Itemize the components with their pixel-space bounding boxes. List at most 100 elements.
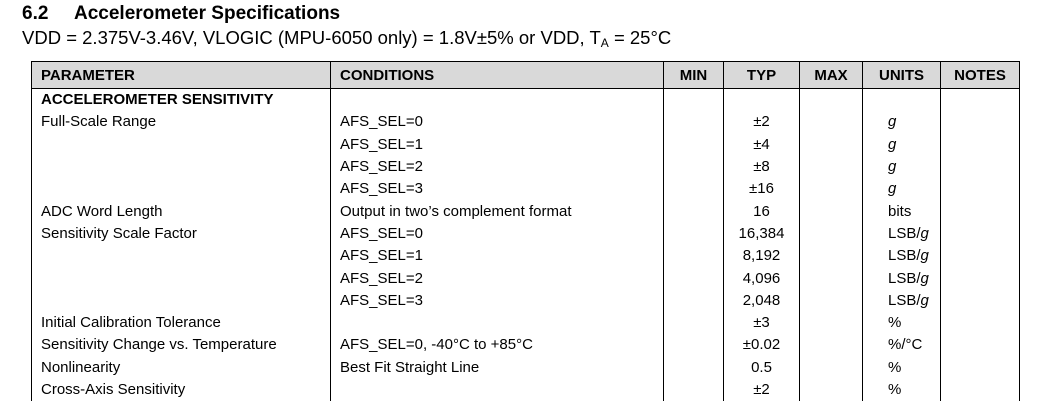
empty-cell	[940, 88, 1020, 112]
cell-conditions: Best Fit Straight Line	[330, 356, 664, 379]
unit-text: LSB/	[888, 291, 921, 309]
header-min: MIN	[663, 61, 724, 89]
cell-units: LSB/g	[862, 222, 941, 246]
cell-notes	[940, 200, 1020, 223]
cell-conditions: AFS_SEL=0	[330, 111, 664, 134]
cell-min	[663, 289, 724, 312]
cell-typ: ±0.02	[723, 334, 800, 357]
cell-max	[799, 111, 863, 134]
cell-max	[799, 289, 863, 312]
cell-conditions	[330, 311, 664, 335]
cell-typ: 16,384	[723, 222, 800, 246]
cell-conditions: AFS_SEL=2	[330, 155, 664, 179]
cell-typ: ±8	[723, 155, 800, 179]
cell-notes	[940, 155, 1020, 179]
table-row: Nonlinearity Best Fit Straight Line 0.5%	[31, 356, 1020, 379]
table-row: AFS_SEL=1 8,192 LSB/g	[31, 245, 1020, 268]
cell-parameter	[31, 267, 331, 290]
cell-conditions: AFS_SEL=3	[330, 178, 664, 201]
cell-max	[799, 356, 863, 379]
cell-conditions: Output in two’s complement format	[330, 200, 664, 223]
unit-text: %	[888, 381, 902, 398]
header-conditions: CONDITIONS	[330, 61, 664, 89]
table-row: Initial Calibration Tolerance ±3%	[31, 311, 1020, 335]
cell-max	[799, 334, 863, 357]
table-row: AFS_SEL=3 ±16 g	[31, 178, 1020, 201]
cell-parameter: Sensitivity Change vs. Temperature	[31, 334, 331, 357]
cell-parameter: ADC Word Length	[31, 200, 331, 223]
cell-units: LSB/g	[862, 267, 941, 290]
unit-text: LSB/	[888, 224, 921, 242]
cell-parameter: Sensitivity Scale Factor	[31, 222, 331, 246]
cell-units: %/°C	[862, 334, 941, 357]
table-row: Sensitivity Change vs. Temperature AFS_SE…	[31, 334, 1020, 357]
cell-min	[663, 378, 724, 402]
table-row: Sensitivity Scale Factor AFS_SEL=0 16,384 L…	[31, 222, 1020, 246]
cell-notes	[940, 311, 1020, 335]
group-row: ACCELEROMETER SENSITIVITY	[31, 88, 1020, 112]
cell-parameter	[31, 133, 331, 156]
cell-max	[799, 133, 863, 156]
unit-text: %	[888, 314, 902, 332]
operating-conditions: VDD = 2.375V-3.46V, VLOGIC (MPU-6050 onl…	[22, 27, 671, 50]
cell-min	[663, 311, 724, 335]
unit-text: LSB/	[888, 247, 921, 265]
cell-min	[663, 222, 724, 246]
cell-min	[663, 356, 724, 379]
cell-min	[663, 200, 724, 223]
unit-italic-text: g	[920, 269, 929, 287]
cell-parameter: Cross-Axis Sensitivity	[31, 378, 331, 402]
cell-conditions: AFS_SEL=2	[330, 267, 664, 290]
cell-max	[799, 178, 863, 201]
cell-typ: ±3	[723, 311, 800, 335]
cell-units: g	[862, 155, 941, 179]
cell-units: %	[862, 311, 941, 335]
cell-conditions	[330, 378, 664, 402]
cell-typ: 8,192	[723, 245, 800, 268]
cell-conditions: AFS_SEL=1	[330, 245, 664, 268]
conditions-suffix: = 25°C	[608, 27, 672, 48]
cell-typ: ±16	[723, 178, 800, 201]
cell-notes	[940, 289, 1020, 312]
unit-italic-text: g	[888, 158, 897, 176]
cell-notes	[940, 222, 1020, 246]
cell-conditions: AFS_SEL=1	[330, 133, 664, 156]
empty-cell	[799, 88, 863, 112]
cell-max	[799, 155, 863, 179]
cell-units: g	[862, 133, 941, 156]
cell-notes	[940, 378, 1020, 402]
conditions-prefix: VDD = 2.375V-3.46V, VLOGIC (MPU-6050 onl…	[22, 27, 601, 48]
cell-typ: 4,096	[723, 267, 800, 290]
table-row: AFS_SEL=2 4,096 LSB/g	[31, 267, 1020, 290]
cell-min	[663, 334, 724, 357]
unit-text: %	[888, 358, 902, 376]
cell-units: LSB/g	[862, 289, 941, 312]
group-title: ACCELEROMETER SENSITIVITY	[31, 88, 331, 112]
cell-parameter: Full-Scale Range	[31, 111, 331, 134]
cell-max	[799, 222, 863, 246]
unit-italic-text: g	[920, 291, 929, 309]
cell-parameter	[31, 155, 331, 179]
unit-italic-text: g	[888, 180, 897, 198]
cell-parameter: Initial Calibration Tolerance	[31, 311, 331, 335]
cell-min	[663, 245, 724, 268]
cell-min	[663, 178, 724, 201]
header-row: PARAMETER CONDITIONS MIN TYP MAX UNITS N…	[31, 61, 1020, 89]
cell-notes	[940, 133, 1020, 156]
cell-typ: ±2	[723, 378, 800, 402]
table-row: Full-Scale Range AFS_SEL=0 ±2 g	[31, 111, 1020, 134]
cell-parameter	[31, 178, 331, 201]
section-number: 6.2	[22, 3, 49, 24]
conditions-subscript: A	[600, 36, 609, 50]
unit-text: LSB/	[888, 269, 921, 287]
cell-typ: ±4	[723, 133, 800, 156]
cell-notes	[940, 267, 1020, 290]
cell-units: bits	[862, 200, 941, 223]
cell-units: g	[862, 178, 941, 201]
cell-typ: 2,048	[723, 289, 800, 312]
cell-typ: 16	[723, 200, 800, 223]
cell-notes	[940, 334, 1020, 357]
cell-units: g	[862, 111, 941, 134]
empty-cell	[723, 88, 800, 112]
unit-text: %/°C	[888, 336, 923, 354]
